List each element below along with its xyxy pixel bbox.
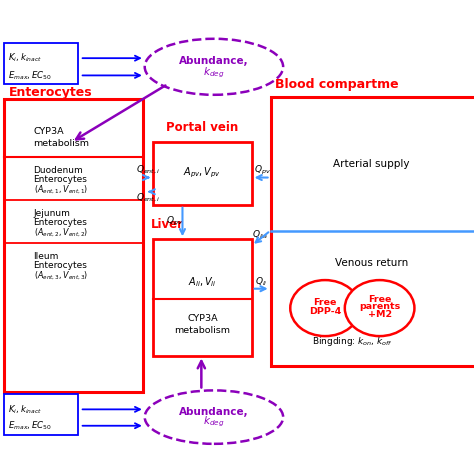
Text: CYP3A: CYP3A — [34, 127, 64, 136]
Text: $E_{max}, EC_{50}$: $E_{max}, EC_{50}$ — [9, 419, 52, 432]
Text: $(A_{ent,1}, V_{ent,1})$: $(A_{ent,1}, V_{ent,1})$ — [34, 183, 88, 196]
Text: Duodenum: Duodenum — [34, 166, 83, 175]
Text: DPP-4: DPP-4 — [309, 307, 341, 316]
Ellipse shape — [145, 391, 283, 444]
Text: Abundance,: Abundance, — [179, 56, 249, 66]
Bar — [4, 394, 78, 435]
Text: $k_{deg}$: $k_{deg}$ — [203, 415, 225, 429]
Text: $Q_{pv}$: $Q_{pv}$ — [166, 215, 183, 228]
Text: Jejunum: Jejunum — [34, 209, 71, 218]
Text: Free: Free — [368, 295, 392, 304]
Bar — [153, 239, 252, 356]
Text: $E_{max}, EC_{50}$: $E_{max}, EC_{50}$ — [9, 69, 52, 82]
Bar — [4, 43, 78, 84]
Text: $K_i, k_{inact}$: $K_i, k_{inact}$ — [9, 403, 43, 416]
Bar — [153, 142, 252, 205]
Bar — [271, 97, 474, 366]
Text: Enterocytes: Enterocytes — [34, 261, 87, 270]
Text: metabolism: metabolism — [174, 326, 230, 335]
Text: Abundance,: Abundance, — [179, 407, 249, 417]
Text: $k_{deg}$: $k_{deg}$ — [203, 65, 225, 80]
Text: $(A_{ent,2}, V_{ent,2})$: $(A_{ent,2}, V_{ent,2})$ — [34, 227, 88, 239]
Text: Enterocytes: Enterocytes — [9, 86, 92, 99]
Text: metabolism: metabolism — [34, 138, 90, 147]
Text: $Q_{lia}$: $Q_{lia}$ — [252, 228, 268, 241]
Text: Ileum: Ileum — [34, 252, 59, 261]
Text: Enterocytes: Enterocytes — [34, 219, 87, 227]
Text: Free: Free — [313, 298, 337, 307]
Ellipse shape — [290, 280, 360, 336]
Text: +M2: +M2 — [367, 310, 392, 319]
Text: Liver: Liver — [151, 218, 184, 230]
Text: Arterial supply: Arterial supply — [333, 159, 410, 169]
Text: $K_i, k_{inact}$: $K_i, k_{inact}$ — [9, 52, 43, 64]
Text: $Q_{ent,i}$: $Q_{ent,i}$ — [137, 164, 161, 176]
Text: $(A_{ent,3}, V_{ent,3})$: $(A_{ent,3}, V_{ent,3})$ — [34, 270, 88, 282]
Ellipse shape — [345, 280, 414, 336]
Text: $Q_{pv}$: $Q_{pv}$ — [254, 164, 271, 177]
Text: $Q_{ent,i}$: $Q_{ent,i}$ — [137, 191, 161, 204]
Text: Bingding: $k_{on}$, $k_{off}$: Bingding: $k_{on}$, $k_{off}$ — [312, 335, 393, 348]
Text: Venous return: Venous return — [335, 258, 408, 268]
Text: parents: parents — [359, 302, 400, 311]
Text: Blood compartme: Blood compartme — [275, 78, 398, 91]
Text: $A_{pv}, V_{pv}$: $A_{pv}, V_{pv}$ — [183, 166, 221, 181]
Ellipse shape — [145, 39, 283, 95]
Text: Portal vein: Portal vein — [166, 120, 238, 134]
Text: Enterocytes: Enterocytes — [34, 175, 87, 184]
Text: $A_{li}, V_{li}$: $A_{li}, V_{li}$ — [188, 275, 217, 289]
Text: CYP3A: CYP3A — [187, 314, 218, 323]
Text: $Q_{li}$: $Q_{li}$ — [255, 276, 268, 289]
Bar — [4, 99, 143, 392]
